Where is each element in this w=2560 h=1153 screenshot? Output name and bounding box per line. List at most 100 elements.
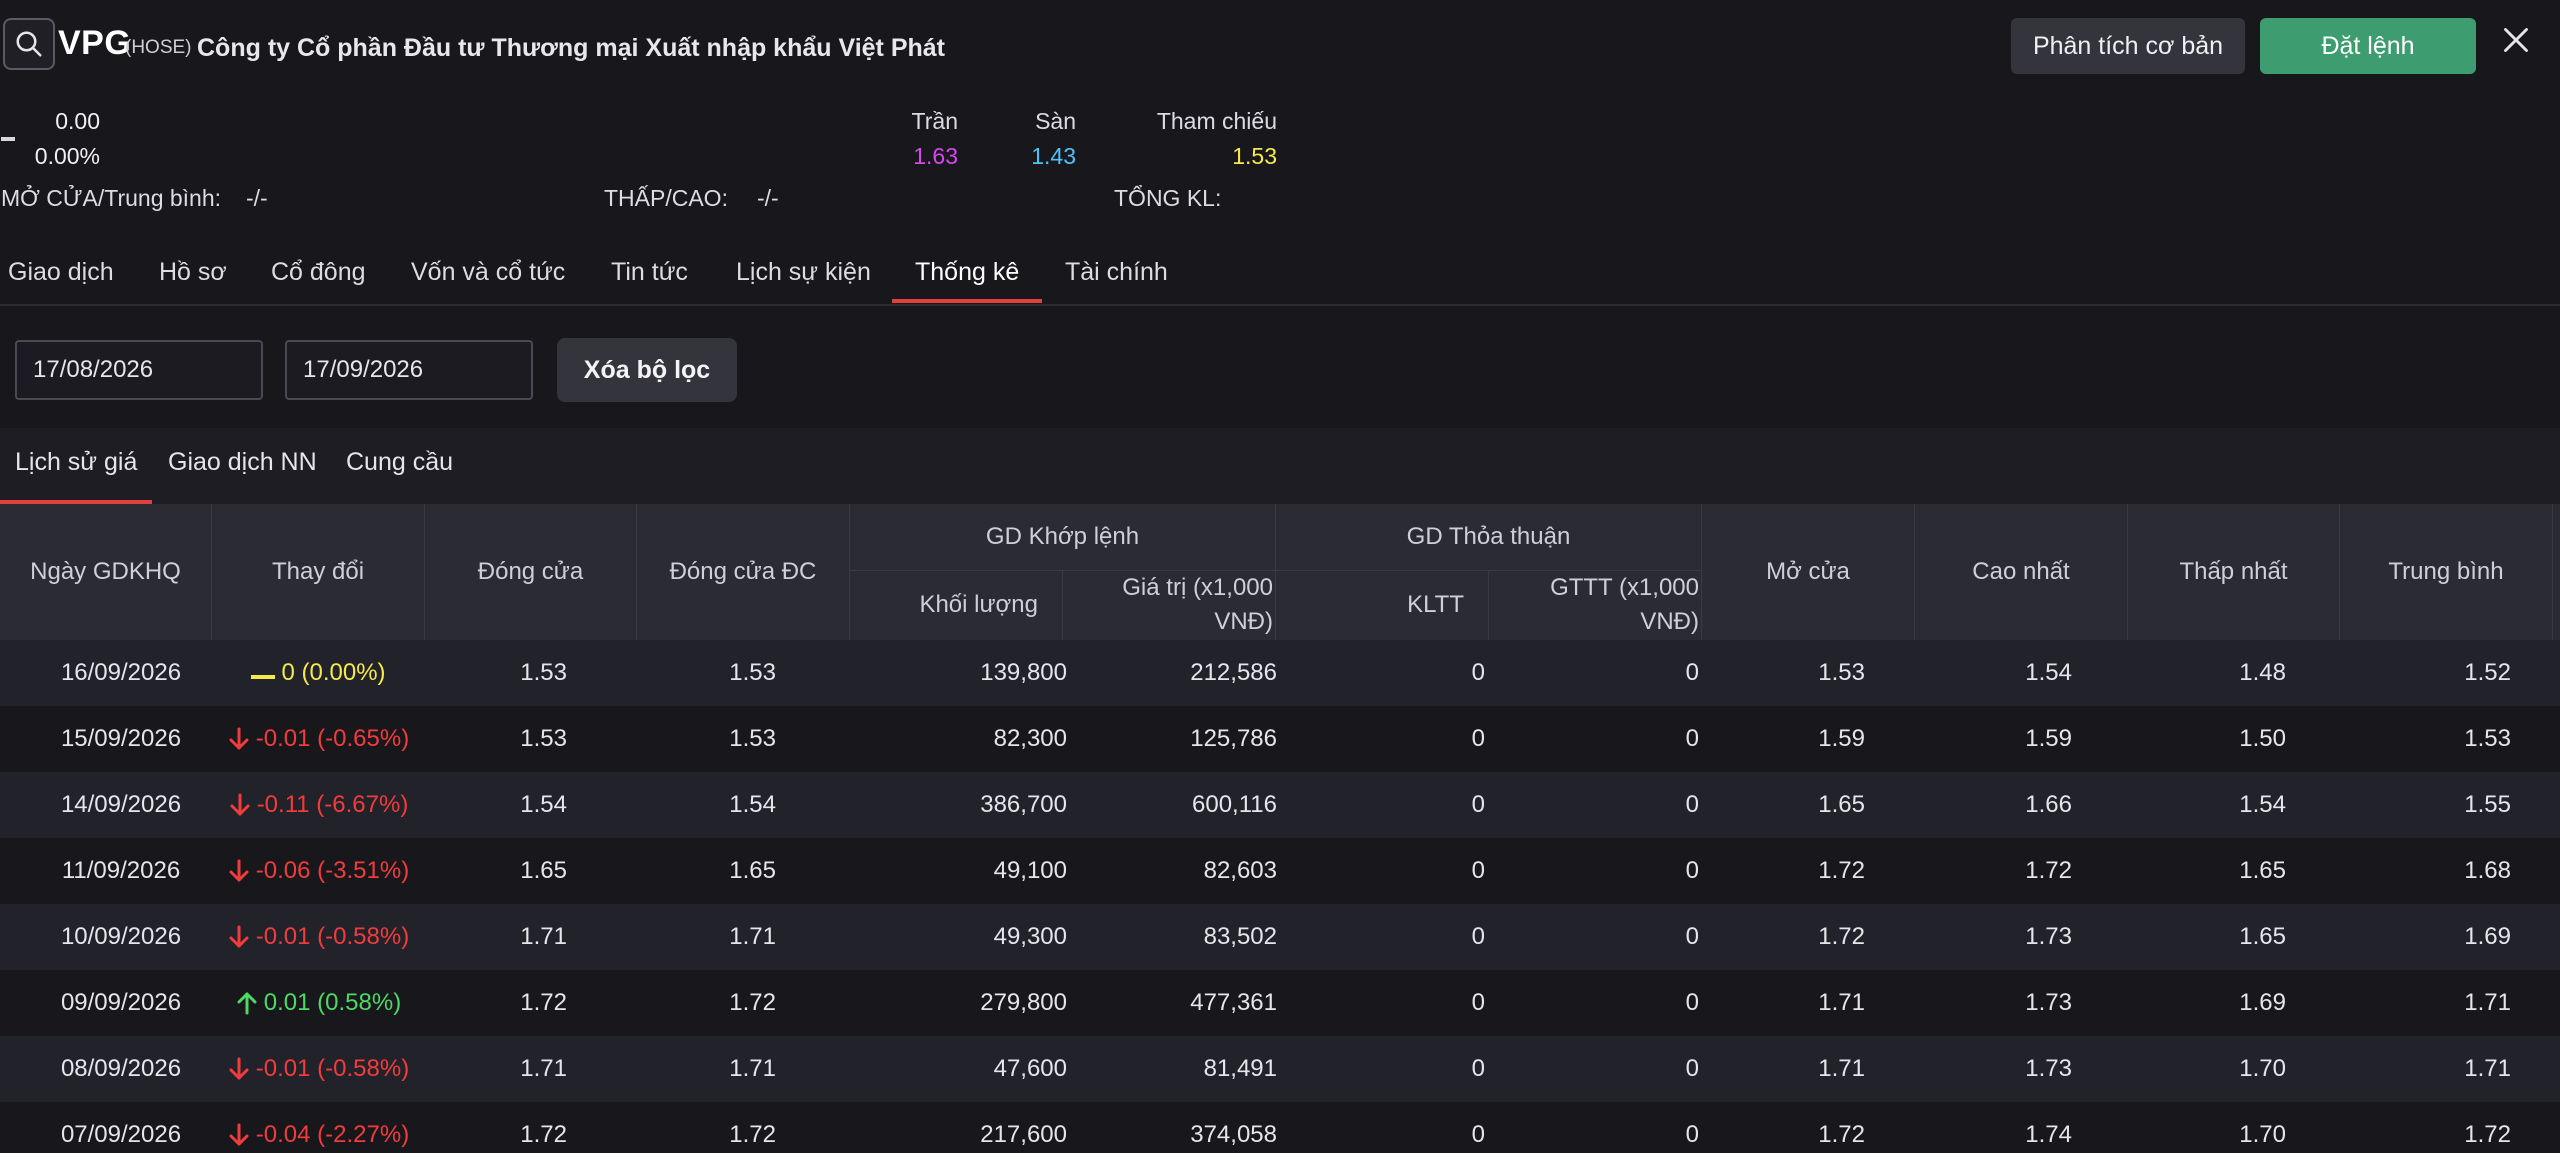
from-date-input[interactable] (15, 340, 263, 400)
tab-von-co-tuc[interactable]: Vốn và cổ tức (411, 258, 566, 286)
close-button[interactable] (2496, 20, 2536, 60)
company-name: Công ty Cổ phần Đầu tư Thương mại Xuất n… (197, 34, 945, 62)
subtab-foreign-trading[interactable]: Giao dịch NN (168, 448, 317, 476)
table-row[interactable]: 07/09/2026 -0.04 (-2.27%) 1.72 1.72 217,600 3… (0, 1102, 2560, 1153)
cell-adj-close: 1.54 (729, 791, 776, 818)
cell-open: 1.71 (1818, 989, 1865, 1016)
subtab-price-history[interactable]: Lịch sử giá (15, 448, 138, 476)
cell-open: 1.72 (1818, 923, 1865, 950)
main-tabs: Giao dịch Hồ sơ Cổ đông Vốn và cổ tức Ti… (0, 240, 2560, 306)
cell-low: 1.48 (2239, 659, 2286, 686)
arrow-down-icon (228, 727, 250, 751)
tab-lich-su-kien[interactable]: Lịch sự kiện (736, 258, 871, 286)
change-value: -0.01 (-0.65%) (255, 725, 410, 752)
cell-low: 1.54 (2239, 791, 2286, 818)
cell-change: -0.01 (-0.58%) (212, 1036, 425, 1102)
statistics-panel: Lịch sử giá Giao dịch NN Cung cầu Ngày G… (0, 428, 2560, 1153)
tab-co-dong[interactable]: Cổ đông (271, 258, 366, 286)
cell-close: 1.72 (520, 1121, 567, 1148)
table-row[interactable]: 15/09/2026 -0.01 (-0.65%) 1.53 1.53 82,300 12… (0, 706, 2560, 772)
cell-deal-value: 0 (1685, 725, 1699, 752)
open-avg-value: -/- (246, 185, 268, 211)
cell-high: 1.59 (2025, 725, 2072, 752)
cell-open: 1.72 (1818, 1121, 1865, 1148)
arrow-down-icon (228, 859, 250, 883)
col-matched-volume: Khối lượng (850, 570, 1063, 640)
col-date: Ngày GDKHQ (0, 504, 212, 640)
cell-matched-volume: 82,300 (993, 725, 1067, 752)
cell-deal-volume: 0 (1471, 725, 1485, 752)
to-date-input[interactable] (285, 340, 533, 400)
table-row[interactable]: 10/09/2026 -0.01 (-0.58%) 1.71 1.71 49,300 83… (0, 904, 2560, 970)
table-row[interactable]: 09/09/2026 0.01 (0.58%) 1.72 1.72 279,800 477… (0, 970, 2560, 1036)
cell-matched-volume: 49,100 (993, 857, 1067, 884)
cell-close: 1.53 (520, 659, 567, 686)
cell-low: 1.50 (2239, 725, 2286, 752)
table-row[interactable]: 11/09/2026 -0.06 (-3.51%) 1.65 1.65 49,100 82… (0, 838, 2560, 904)
col-deal-volume: KLTT (1276, 570, 1489, 640)
tab-tin-tuc[interactable]: Tin tức (611, 258, 688, 286)
cell-matched-volume: 47,600 (993, 1055, 1067, 1082)
cell-deal-value: 0 (1685, 857, 1699, 884)
tab-thong-ke[interactable]: Thống kê (915, 258, 1020, 286)
col-open: Mở cửa (1702, 504, 1915, 640)
cell-date: 10/09/2026 (60, 923, 182, 950)
cell-low: 1.65 (2239, 857, 2286, 884)
place-order-button[interactable]: Đặt lệnh (2260, 18, 2476, 74)
col-matched-value: Giá trị (x1,000 VNĐ) (1063, 570, 1276, 640)
price-change-dash-icon (1, 137, 15, 141)
table-row[interactable]: 14/09/2026 -0.11 (-6.67%) 1.54 1.54 386,700 6… (0, 772, 2560, 838)
arrow-down-icon (228, 1057, 250, 1081)
tab-giao-dich[interactable]: Giao dịch (8, 258, 114, 286)
stock-header: VPG (HOSE) Công ty Cổ phần Đầu tư Thương… (0, 0, 2560, 90)
cell-average: 1.71 (2464, 1055, 2511, 1082)
col-adj-close: Đóng cửa ĐC (637, 504, 850, 640)
sub-tabs: Lịch sử giá Giao dịch NN Cung cầu (0, 428, 2560, 504)
clear-filter-button[interactable]: Xóa bộ lọc (557, 338, 737, 402)
cell-date: 16/09/2026 (60, 659, 182, 686)
table-row[interactable]: 16/09/2026 0 (0.00%) 1.53 1.53 139,800 212,58… (0, 640, 2560, 706)
tab-ho-so[interactable]: Hồ sơ (159, 258, 227, 286)
table-row[interactable]: 08/09/2026 -0.01 (-0.58%) 1.71 1.71 47,600 81… (0, 1036, 2560, 1102)
floor-price: 1.43 (1031, 143, 1076, 169)
table-header: Ngày GDKHQ Thay đổi Đóng cửa Đóng cửa ĐC… (0, 504, 2560, 640)
cell-matched-value: 83,502 (1203, 923, 1277, 950)
cell-deal-value: 0 (1685, 923, 1699, 950)
cell-close: 1.53 (520, 725, 567, 752)
cell-adj-close: 1.71 (729, 923, 776, 950)
active-tab-indicator (892, 299, 1042, 303)
cell-average: 1.71 (2464, 989, 2511, 1016)
cell-open: 1.71 (1818, 1055, 1865, 1082)
tab-tai-chinh[interactable]: Tài chính (1065, 258, 1168, 286)
cell-change: 0 (0.00%) (212, 640, 425, 706)
ceiling-price: 1.63 (913, 143, 958, 169)
change-value: -0.01 (-0.58%) (255, 1055, 410, 1082)
cell-open: 1.65 (1818, 791, 1865, 818)
cell-deal-volume: 0 (1471, 1121, 1485, 1148)
fundamental-analysis-button[interactable]: Phân tích cơ bản (2011, 18, 2245, 74)
cell-close: 1.65 (520, 857, 567, 884)
cell-deal-volume: 0 (1471, 659, 1485, 686)
arrow-down-icon (228, 1123, 250, 1147)
cell-open: 1.53 (1818, 659, 1865, 686)
search-button[interactable] (3, 18, 55, 70)
cell-adj-close: 1.71 (729, 1055, 776, 1082)
cell-date: 07/09/2026 (60, 1121, 182, 1148)
cell-matched-volume: 139,800 (980, 659, 1067, 686)
cell-matched-value: 212,586 (1190, 659, 1277, 686)
cell-low: 1.70 (2239, 1055, 2286, 1082)
cell-matched-value: 125,786 (1190, 725, 1277, 752)
cell-deal-value: 0 (1685, 989, 1699, 1016)
cell-change: -0.04 (-2.27%) (212, 1102, 425, 1153)
change-value: 0 (0.00%) (281, 659, 386, 686)
current-price: 0.00 (55, 108, 100, 134)
cell-change: 0.01 (0.58%) (212, 970, 425, 1036)
cell-adj-close: 1.65 (729, 857, 776, 884)
cell-deal-value: 0 (1685, 1121, 1699, 1148)
open-avg-label: MỞ CỬA/Trung bình: (1, 185, 222, 211)
subtab-supply-demand[interactable]: Cung cầu (346, 448, 454, 476)
col-group-matched: GD Khớp lệnh (850, 504, 1276, 570)
cell-average: 1.53 (2464, 725, 2511, 752)
cell-deal-value: 0 (1685, 659, 1699, 686)
cell-average: 1.68 (2464, 857, 2511, 884)
